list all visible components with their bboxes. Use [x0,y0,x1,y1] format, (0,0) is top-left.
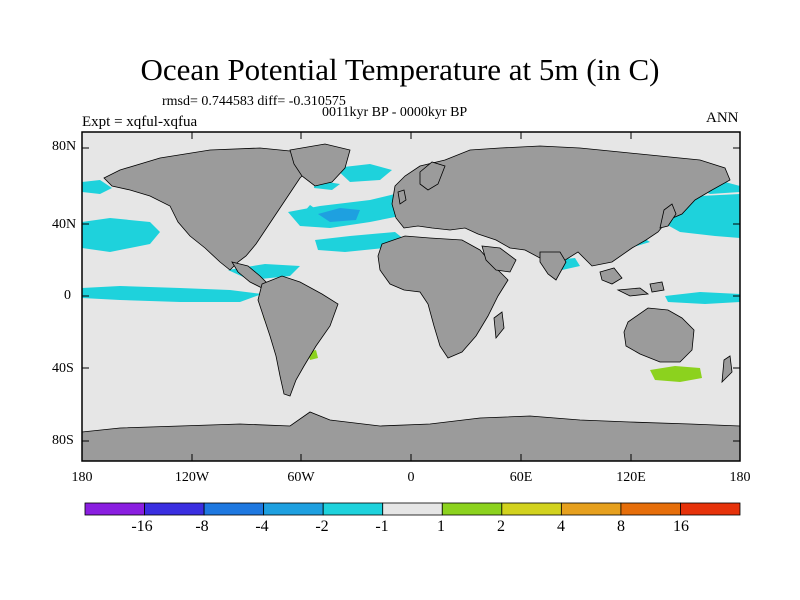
colorbar-label-10: 16 [673,518,689,535]
lat-label-40n: 40N [52,217,77,232]
experiment-text: Expt = xqful-xqfua [82,114,198,130]
colorbar-label-8: 4 [557,518,565,535]
lon-label-60e: 60E [509,470,533,485]
colorbar-box-6 [382,502,443,516]
colorbar-box-1 [84,502,145,516]
lon-label-60w: 60W [287,470,315,485]
colorbar-box-11 [680,502,741,516]
colorbar-label-3: -4 [255,518,269,535]
colorbar-label-1: -16 [131,518,153,535]
lat-label-80s: 80S [52,433,74,448]
stats-text: rmsd= 0.744583 diff= -0.310575 [162,94,346,109]
lon-label-180e: 180 [729,470,751,485]
colorbar-label-4: -2 [315,518,329,535]
antarctica [82,411,740,461]
australia [623,307,695,363]
colorbar-label-5: -1 [375,518,389,535]
india [539,251,567,281]
africa [377,235,509,359]
lon-label-180w: 180 [71,470,93,485]
new-zealand [721,355,733,384]
colorbar-label-2: -8 [195,518,209,535]
lon-label-0: 0 [407,470,415,485]
british-isles [397,189,407,205]
colorbar-box-7 [441,502,503,516]
south-america [257,275,339,397]
eurasia [391,145,731,275]
lon-ticks [191,132,632,461]
colorbar-box-2 [144,502,205,516]
madagascar [493,311,505,340]
lon-label-120e: 120E [616,470,646,485]
colorbar-box-8 [501,502,562,516]
lon-label-120w: 120W [174,470,210,485]
arabia [481,245,517,273]
colorbar-box-9 [560,502,622,516]
indonesia [599,267,623,285]
colorbar [84,502,741,516]
period-text: 0011kyr BP - 0000kyr BP [322,105,468,120]
colorbar-label-7: 2 [497,518,505,535]
greenland [289,143,351,187]
lat-label-80n: 80N [52,139,77,154]
season-label: ANN [706,110,739,126]
lat-ticks [82,147,740,442]
colorbar-box-10 [620,502,681,516]
colorbar-box-3 [203,502,265,516]
japan [659,203,677,229]
colorbar-box-5 [322,502,384,516]
lat-label-40s: 40S [52,361,74,376]
colorbar-label-6: 1 [437,518,445,535]
colorbar-box-4 [263,502,324,516]
land-masses [82,143,740,461]
plot-title: Ocean Potential Temperature at 5m (in C) [140,52,660,87]
scandinavia [419,161,446,191]
lat-label-0: 0 [64,288,71,303]
colorbar-label-9: 8 [617,518,625,535]
